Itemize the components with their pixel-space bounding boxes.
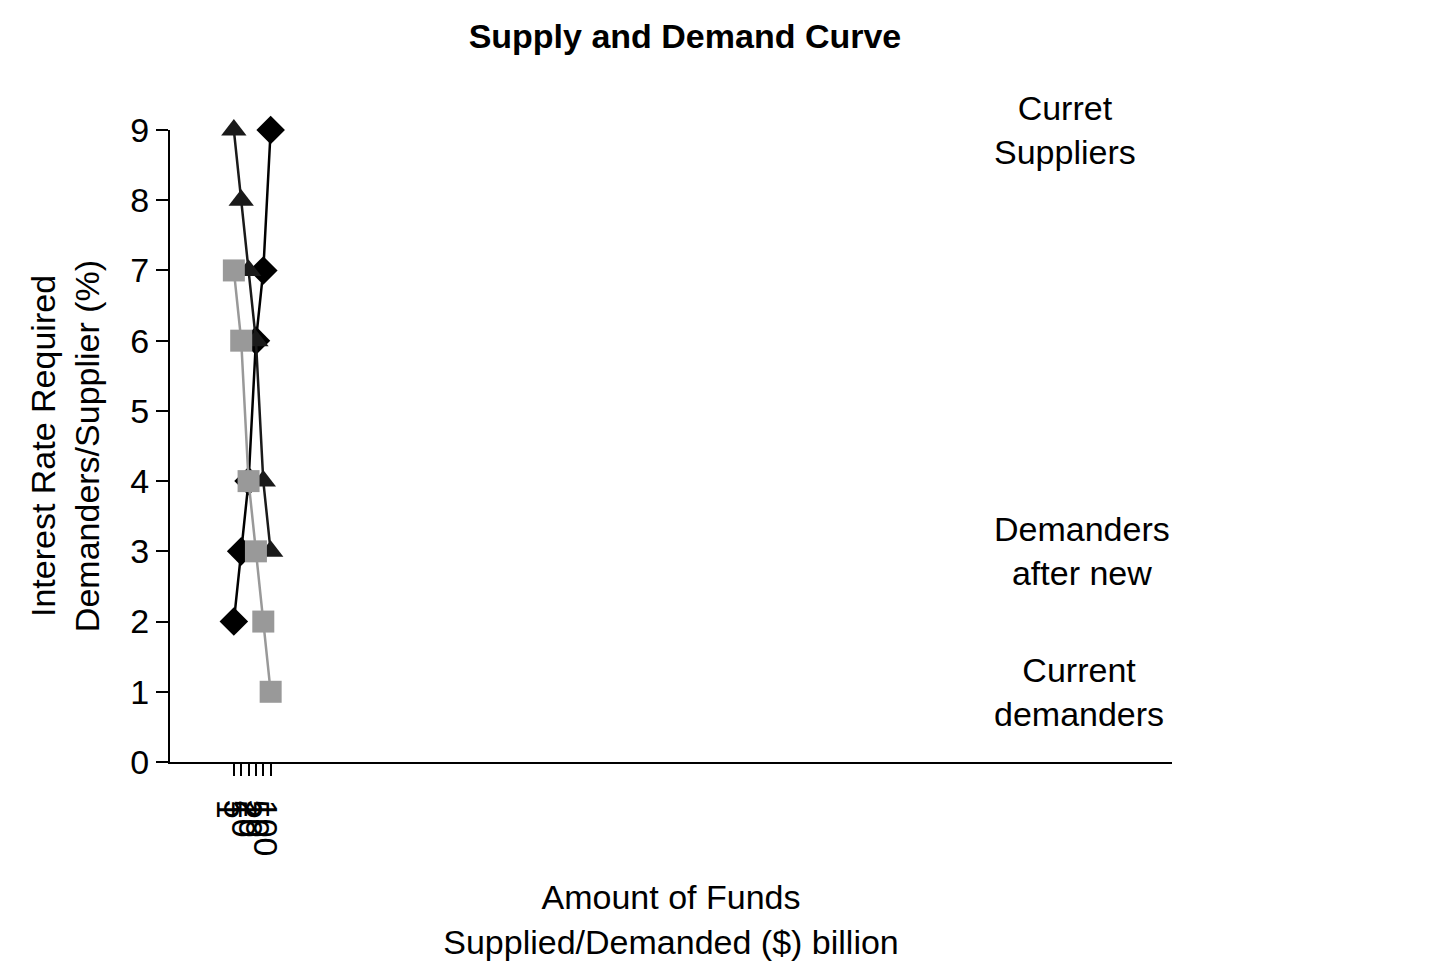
svg-text:Amount of FundsSupplied/Demand: Amount of FundsSupplied/Demanded ($) bil… <box>443 878 899 960</box>
svg-text:10: 10 <box>225 800 263 838</box>
svg-text:5: 5 <box>130 392 149 430</box>
svg-text:7: 7 <box>130 251 149 289</box>
svg-text:9: 9 <box>130 111 149 149</box>
svg-text:Interest Rate RequiredDemander: Interest Rate RequiredDemanders/Supplier… <box>24 260 106 632</box>
svg-text:100: 100 <box>247 800 285 857</box>
svg-text:3: 3 <box>130 532 149 570</box>
svg-text:8: 8 <box>130 181 149 219</box>
svg-text:0: 0 <box>130 743 149 781</box>
svg-text:6: 6 <box>130 322 149 360</box>
svg-text:Demandersafter new: Demandersafter new <box>994 510 1170 592</box>
svg-text:Supply and Demand Curve: Supply and Demand Curve <box>469 17 902 55</box>
svg-text:1: 1 <box>130 673 149 711</box>
svg-text:1: 1 <box>210 800 248 819</box>
svg-text:4: 4 <box>130 462 149 500</box>
svg-text:CurretSuppliers: CurretSuppliers <box>994 89 1136 171</box>
svg-text:50: 50 <box>239 800 277 838</box>
svg-text:Currentdemanders: Currentdemanders <box>994 651 1164 733</box>
svg-text:20: 20 <box>232 800 270 838</box>
svg-text:5: 5 <box>217 800 255 819</box>
svg-text:2: 2 <box>130 602 149 640</box>
